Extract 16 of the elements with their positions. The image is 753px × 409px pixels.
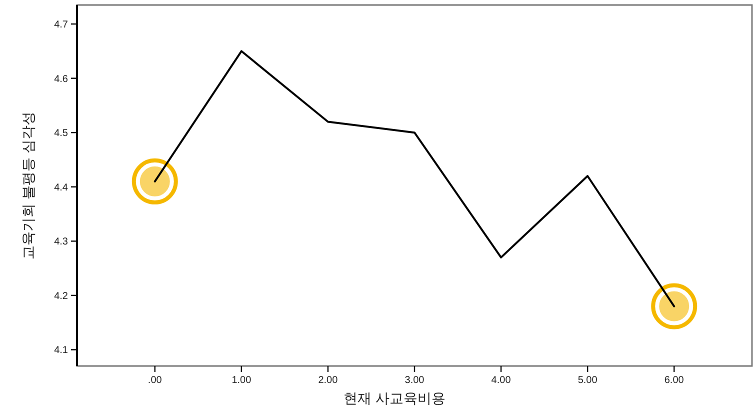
x-tick-label: 3.00 [404, 375, 425, 386]
y-tick-label: 4.4 [54, 182, 68, 194]
y-tick-label: 4.6 [54, 74, 68, 85]
y-tick-label: 4.7 [54, 20, 68, 30]
x-tick-label: 4.00 [491, 375, 512, 386]
y-tick-label: 4.2 [54, 290, 68, 302]
x-tick-label: 6.00 [664, 375, 684, 386]
x-tick-label: 1.00 [232, 375, 252, 386]
y-axis-title: 교육기회 불평등 심각성 [20, 112, 36, 260]
x-tick-label: .00 [148, 375, 162, 386]
y-tick-label: 4.3 [54, 236, 68, 248]
x-axis-title: 현재 사교육비용 [344, 390, 446, 406]
y-tick-label: 4.1 [54, 345, 68, 356]
x-tick-label: 2.00 [318, 375, 338, 386]
y-tick-label: 4.5 [54, 128, 68, 140]
x-tick-label: 5.00 [578, 375, 598, 386]
